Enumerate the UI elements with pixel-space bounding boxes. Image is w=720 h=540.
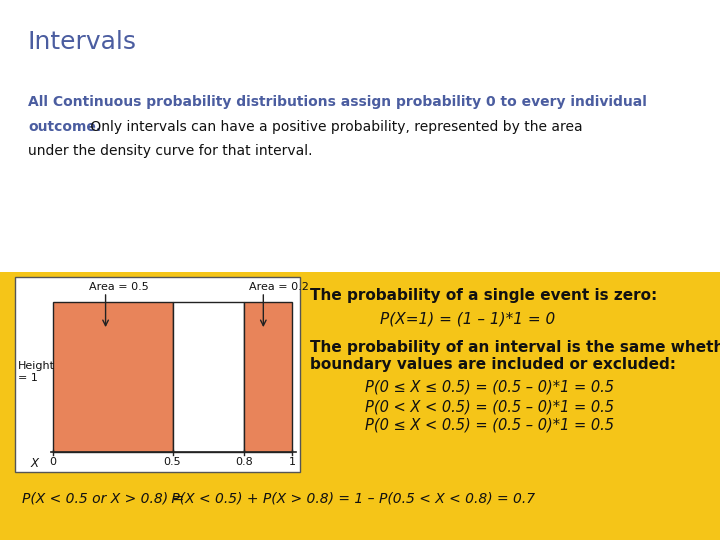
Text: Height
= 1: Height = 1 <box>18 361 55 383</box>
Text: P(0 < X < 0.5) = (0.5 – 0)*1 = 0.5: P(0 < X < 0.5) = (0.5 – 0)*1 = 0.5 <box>365 399 614 414</box>
Text: Only intervals can have a positive probability, represented by the area: Only intervals can have a positive proba… <box>86 120 582 134</box>
Text: All Continuous probability distributions assign probability 0 to every individua: All Continuous probability distributions… <box>28 95 647 109</box>
Text: P(X < 0.5) + P(X > 0.8) = 1 – P(0.5 < X < 0.8) = 0.7: P(X < 0.5) + P(X > 0.8) = 1 – P(0.5 < X … <box>167 492 535 506</box>
Text: P(X < 0.5 or X > 0.8) =: P(X < 0.5 or X > 0.8) = <box>22 492 189 506</box>
Bar <box>15 277 300 472</box>
Bar <box>0 272 720 540</box>
Text: P(0 ≤ X ≤ 0.5) = (0.5 – 0)*1 = 0.5: P(0 ≤ X ≤ 0.5) = (0.5 – 0)*1 = 0.5 <box>365 380 614 395</box>
Text: 1: 1 <box>289 457 295 467</box>
Text: Area = 0.5: Area = 0.5 <box>89 282 148 292</box>
Text: under the density curve for that interval.: under the density curve for that interva… <box>28 144 312 158</box>
Text: 0.5: 0.5 <box>163 457 181 467</box>
Text: boundary values are included or excluded:: boundary values are included or excluded… <box>310 357 676 372</box>
Text: 0: 0 <box>50 457 56 467</box>
Text: The probability of a single event is zero:: The probability of a single event is zer… <box>310 288 657 303</box>
Text: Intervals: Intervals <box>28 30 137 54</box>
Text: P(0 ≤ X < 0.5) = (0.5 – 0)*1 = 0.5: P(0 ≤ X < 0.5) = (0.5 – 0)*1 = 0.5 <box>365 418 614 433</box>
Text: 0.8: 0.8 <box>235 457 253 467</box>
Text: P(X=1) = (1 – 1)*1 = 0: P(X=1) = (1 – 1)*1 = 0 <box>380 312 555 327</box>
Bar <box>53 302 173 452</box>
Text: Area = 0.2: Area = 0.2 <box>249 282 309 292</box>
Bar <box>173 302 244 452</box>
Text: outcome.: outcome. <box>28 120 101 134</box>
Text: X: X <box>31 457 39 470</box>
Bar <box>244 302 292 452</box>
Text: The probability of an interval is the same whether: The probability of an interval is the sa… <box>310 340 720 355</box>
